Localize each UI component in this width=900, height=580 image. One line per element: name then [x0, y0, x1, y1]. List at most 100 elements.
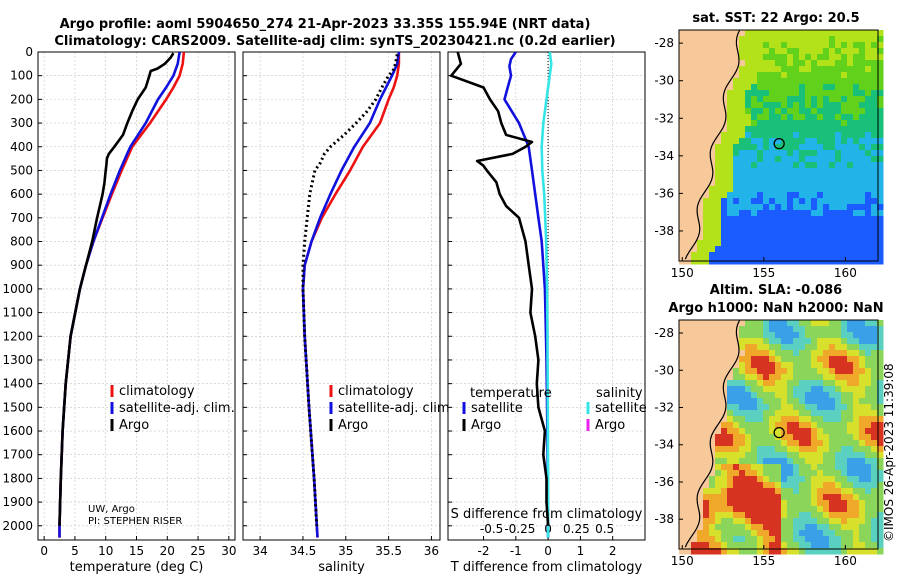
- map-cell: [721, 162, 728, 169]
- map-cell: [871, 356, 878, 363]
- map-cell: [691, 422, 698, 429]
- map-cell: [799, 156, 806, 163]
- map-cell: [859, 530, 866, 537]
- map-cell: [715, 30, 722, 37]
- map-cell: [775, 60, 782, 67]
- map-cell: [727, 54, 734, 61]
- map-cell: [721, 536, 728, 543]
- map-cell: [781, 410, 788, 417]
- map-cell: [811, 332, 818, 339]
- map-cell: [781, 440, 788, 447]
- map-cell: [817, 120, 824, 127]
- map-cell: [799, 482, 806, 489]
- figure-title-line2: Climatology: CARS2009. Satellite-adj cli…: [54, 34, 615, 49]
- map-cell: [787, 524, 794, 531]
- map-cell: [769, 434, 776, 441]
- map-y-tick-label: -32: [654, 401, 674, 415]
- map-cell: [787, 392, 794, 399]
- map-cell: [781, 482, 788, 489]
- map-cell: [871, 132, 878, 139]
- map-cell: [685, 66, 692, 73]
- map-cell: [787, 216, 794, 223]
- map-cell: [697, 542, 704, 549]
- map-cell: [721, 482, 728, 489]
- map-cell: [733, 548, 740, 555]
- map-cell: [835, 114, 842, 121]
- map-cell: [715, 216, 722, 223]
- map-cell: [823, 186, 830, 193]
- map-cell: [817, 374, 824, 381]
- map-cell: [751, 404, 758, 411]
- map-cell: [703, 36, 710, 43]
- map-cell: [781, 320, 788, 327]
- map-cell: [727, 488, 734, 495]
- map-cell: [835, 464, 842, 471]
- map-cell: [877, 174, 884, 181]
- argo-position-marker: [773, 137, 785, 150]
- map-cell: [679, 48, 686, 55]
- map-cell: [865, 506, 872, 513]
- map-cell: [829, 168, 836, 175]
- map-cell: [841, 84, 848, 91]
- map-frame: [678, 29, 879, 262]
- map-cell: [691, 524, 698, 531]
- y-tick-label: 600: [10, 187, 33, 201]
- map-cell: [847, 72, 854, 79]
- map-cell: [685, 156, 692, 163]
- map-cell: [835, 252, 842, 259]
- map-cell: [877, 84, 884, 91]
- map-cell: [835, 476, 842, 483]
- map-cell: [757, 362, 764, 369]
- map-cell: [793, 404, 800, 411]
- map-cell: [847, 356, 854, 363]
- map-cell: [787, 180, 794, 187]
- map-cell: [727, 114, 734, 121]
- map-cell: [775, 240, 782, 247]
- map-cell: [697, 338, 704, 345]
- map-cell: [685, 422, 692, 429]
- map-cell: [853, 332, 860, 339]
- map-cell: [733, 398, 740, 405]
- map-cell: [823, 222, 830, 229]
- map-cell: [721, 30, 728, 37]
- map-cell: [745, 234, 752, 241]
- map-cell: [715, 180, 722, 187]
- map-cell: [841, 66, 848, 73]
- map-cell: [763, 48, 770, 55]
- map-cell: [799, 518, 806, 525]
- map-cell: [781, 416, 788, 423]
- map-cell: [769, 506, 776, 513]
- map-cell: [859, 374, 866, 381]
- map-cell: [733, 518, 740, 525]
- map-cell: [847, 542, 854, 549]
- map-cell: [835, 518, 842, 525]
- map-cell: [799, 54, 806, 61]
- map-cell: [805, 66, 812, 73]
- map-cell: [847, 536, 854, 543]
- map-cell: [877, 138, 884, 145]
- map-cell: [781, 446, 788, 453]
- map-cell: [865, 326, 872, 333]
- map-cell: [799, 42, 806, 49]
- top-tick-label: 0.25: [563, 522, 590, 536]
- map-cell: [811, 446, 818, 453]
- map-cell: [871, 398, 878, 405]
- map-cell: [763, 476, 770, 483]
- map-cell: [709, 156, 716, 163]
- map-cell: [811, 66, 818, 73]
- map-cell: [685, 488, 692, 495]
- map-cell: [769, 150, 776, 157]
- map-cell: [793, 150, 800, 157]
- map-cell: [697, 216, 704, 223]
- map-cell: [733, 362, 740, 369]
- y-tick-label: 300: [10, 116, 33, 130]
- map-cell: [823, 374, 830, 381]
- map-cell: [745, 452, 752, 459]
- map-cell: [703, 210, 710, 217]
- map-cell: [829, 386, 836, 393]
- map-cell: [733, 96, 740, 103]
- map-cell: [859, 144, 866, 151]
- map-cell: [745, 72, 752, 79]
- map-cell: [715, 144, 722, 151]
- map-cell: [793, 386, 800, 393]
